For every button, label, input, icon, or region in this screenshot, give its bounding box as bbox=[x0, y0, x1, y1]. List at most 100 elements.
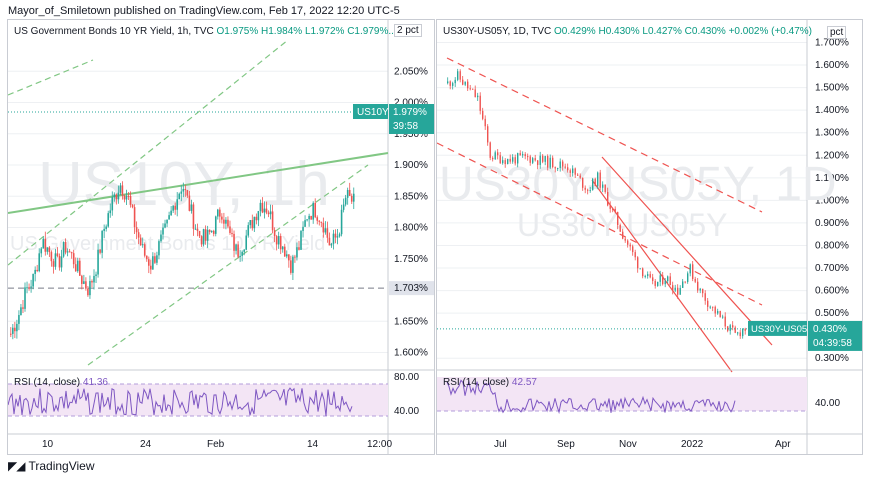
candle-body bbox=[509, 158, 511, 162]
channel-top-line bbox=[8, 59, 94, 96]
candle-body bbox=[210, 230, 213, 232]
candle-body bbox=[190, 204, 193, 211]
candle-body bbox=[674, 287, 676, 291]
candle-body bbox=[206, 229, 209, 241]
candle-body bbox=[527, 156, 529, 158]
y-tick-label: 1.500% bbox=[815, 83, 849, 94]
candle-body bbox=[119, 185, 122, 193]
candle-body bbox=[489, 142, 491, 158]
candle-body bbox=[275, 236, 278, 245]
candle-body bbox=[127, 195, 130, 197]
candle-body bbox=[212, 230, 215, 234]
us10y-legend-name: US Government Bonds 10 YR Yield, 1h, TVC bbox=[14, 26, 214, 37]
countdown-label: 04:39:58 bbox=[813, 338, 852, 349]
candle-body bbox=[494, 152, 496, 160]
candle-body bbox=[742, 328, 744, 337]
spread-unit-label: pct bbox=[827, 26, 847, 39]
candle-body bbox=[342, 204, 345, 210]
candle-body bbox=[477, 95, 479, 98]
candle-body bbox=[697, 281, 699, 291]
tradingview-footer[interactable]: ◤◢ TradingView bbox=[8, 459, 95, 473]
candle-body bbox=[18, 315, 20, 324]
candle-body bbox=[64, 242, 67, 253]
rsi-axis-label-40: 40.00 bbox=[815, 398, 840, 409]
candle-body bbox=[632, 246, 634, 253]
candle-body bbox=[20, 307, 22, 316]
candle-body bbox=[574, 168, 576, 175]
candle-body bbox=[62, 242, 65, 257]
candle-body bbox=[714, 306, 716, 314]
candle-body bbox=[32, 273, 34, 287]
candle-body bbox=[105, 226, 107, 229]
candle-body bbox=[320, 221, 323, 223]
candle-body bbox=[267, 212, 270, 215]
price-badge bbox=[808, 320, 862, 351]
candle-body bbox=[322, 222, 325, 233]
candle-body bbox=[727, 326, 729, 331]
symbol-badge-label: US10Y bbox=[357, 107, 389, 118]
candle-body bbox=[237, 244, 239, 257]
candle-body bbox=[294, 256, 296, 258]
candle-body bbox=[304, 220, 306, 227]
channel-upper-solid bbox=[601, 156, 773, 346]
candle-body bbox=[273, 230, 276, 237]
candle-body bbox=[225, 219, 227, 224]
candle-body bbox=[227, 219, 229, 227]
candle-body bbox=[597, 172, 599, 186]
us10y-rsi-legend: RSI (14, close) 41.36 bbox=[14, 377, 108, 388]
us10y-chart-panel[interactable]: 2.050% 2.000% 1.950% 1.900% 1.850% 1.800% 1.75… bbox=[7, 19, 435, 455]
candle-body bbox=[233, 233, 235, 251]
candle-body bbox=[737, 332, 739, 334]
y-tick-label: 1.700% bbox=[815, 38, 849, 49]
us10y-chart-svg[interactable]: 2.050% 2.000% 1.950% 1.900% 1.850% 1.800% 1.75… bbox=[8, 20, 434, 454]
price-badge bbox=[389, 104, 434, 134]
y-tick-label: 1.600% bbox=[394, 348, 428, 359]
candle-body bbox=[111, 197, 114, 211]
candle-body bbox=[707, 300, 709, 307]
us10y-legend: US Government Bonds 10 YR Yield, 1h, TVC… bbox=[14, 26, 397, 37]
candle-body bbox=[457, 71, 459, 80]
x-tick-label: Apr bbox=[775, 439, 791, 450]
candle-body bbox=[350, 195, 353, 202]
candle-body bbox=[298, 247, 300, 250]
y-tick-label: 0.700% bbox=[815, 263, 849, 274]
candle-body bbox=[517, 153, 519, 164]
candle-body bbox=[310, 215, 312, 220]
y-tick-label: 1.800% bbox=[394, 223, 428, 234]
candle-body bbox=[567, 167, 569, 171]
candle-body bbox=[334, 233, 337, 238]
candle-body bbox=[504, 160, 506, 165]
candle-body bbox=[292, 256, 294, 273]
candle-body bbox=[664, 281, 666, 285]
tradingview-brand: TradingView bbox=[28, 459, 95, 473]
candle-body bbox=[692, 264, 694, 279]
candle-body bbox=[712, 306, 714, 308]
candle-body bbox=[587, 189, 589, 191]
candle-body bbox=[281, 246, 284, 250]
candle-body bbox=[704, 293, 706, 301]
candle-body bbox=[154, 256, 156, 263]
price-badge-label: 1.979% bbox=[393, 107, 427, 118]
x-tick-label: 14 bbox=[307, 439, 319, 450]
x-tick-label: Sep bbox=[557, 439, 575, 450]
candle-body bbox=[659, 275, 661, 282]
candle-body bbox=[184, 189, 187, 191]
y-tick-label: 1.900% bbox=[394, 160, 428, 171]
candle-body bbox=[592, 178, 594, 190]
candle-body bbox=[502, 160, 504, 164]
candle-body bbox=[99, 249, 101, 253]
spread-chart-svg[interactable]: 1.700% 1.600% 1.500% 1.400% 1.300% 1.200% 1.10… bbox=[437, 20, 862, 454]
candle-body bbox=[93, 275, 95, 283]
candle-body bbox=[647, 274, 649, 276]
us10y-unit-label: 2 pct bbox=[394, 24, 422, 37]
x-tick-label: 2022 bbox=[681, 439, 704, 450]
candle-body bbox=[89, 281, 91, 296]
candle-body bbox=[202, 229, 205, 245]
candle-body bbox=[318, 220, 321, 222]
candle-body bbox=[170, 210, 172, 216]
candle-body bbox=[572, 168, 574, 173]
spread-chart-panel[interactable]: 1.700% 1.600% 1.500% 1.400% 1.300% 1.200% 1.10… bbox=[436, 19, 863, 455]
candle-body bbox=[91, 281, 93, 283]
candle-body bbox=[196, 228, 199, 231]
candle-body bbox=[40, 248, 43, 254]
